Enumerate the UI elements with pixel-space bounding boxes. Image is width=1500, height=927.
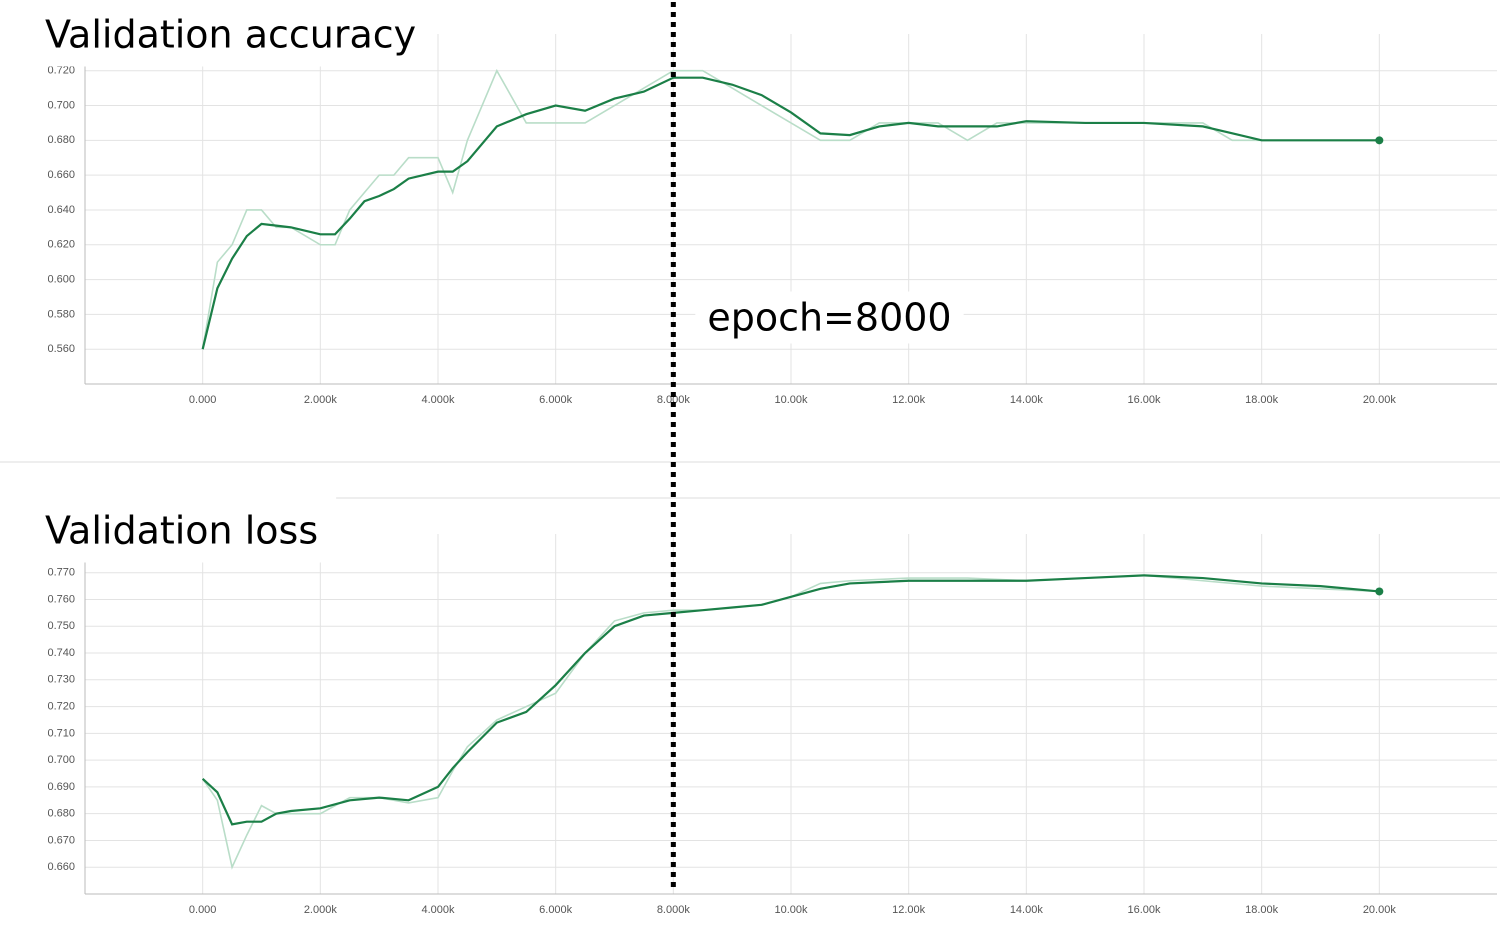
- x-tick-label: 14.00k: [1010, 904, 1044, 916]
- title-background: [0, 0, 435, 67]
- x-tick-label: 2.000k: [304, 394, 338, 406]
- x-tick-label: 18.00k: [1245, 904, 1279, 916]
- y-tick-label: 0.680: [47, 134, 75, 146]
- y-tick-label: 0.690: [47, 781, 75, 793]
- end-point: [1375, 587, 1384, 596]
- y-tick-label: 0.680: [47, 808, 75, 820]
- y-tick-label: 0.580: [47, 308, 75, 320]
- series-line: [201, 574, 1380, 826]
- y-tick-label: 0.710: [47, 727, 75, 739]
- annotation-background: [695, 291, 964, 344]
- chart-title: Validation accuracy: [45, 13, 416, 57]
- y-tick-label: 0.740: [47, 647, 75, 659]
- y-tick-label: 0.640: [47, 204, 75, 216]
- x-tick-label: 4.000k: [421, 904, 455, 916]
- x-tick-label: 12.00k: [892, 904, 926, 916]
- y-tick-label: 0.670: [47, 834, 75, 846]
- y-tick-label: 0.770: [47, 567, 75, 579]
- series-line: [201, 76, 1380, 350]
- x-tick-label: 16.00k: [1127, 394, 1161, 406]
- y-tick-label: 0.660: [47, 861, 75, 873]
- x-tick-label: 20.00k: [1363, 394, 1397, 406]
- y-tick-label: 0.660: [47, 169, 75, 181]
- y-tick-label: 0.720: [47, 700, 75, 712]
- x-tick-label: 4.000k: [421, 394, 455, 406]
- series-line: [201, 68, 1380, 350]
- x-tick-label: 8.000k: [657, 394, 691, 406]
- y-tick-label: 0.720: [47, 65, 75, 77]
- x-tick-label: 2.000k: [304, 904, 338, 916]
- y-tick-label: 0.560: [47, 343, 75, 355]
- x-tick-label: 14.00k: [1010, 394, 1044, 406]
- y-tick-label: 0.700: [47, 99, 75, 111]
- x-tick-label: 12.00k: [892, 394, 926, 406]
- title-background: [0, 496, 337, 563]
- x-tick-label: 10.00k: [774, 904, 808, 916]
- y-tick-label: 0.700: [47, 754, 75, 766]
- end-point: [1375, 136, 1384, 145]
- x-tick-label: 6.000k: [539, 904, 573, 916]
- y-tick-label: 0.620: [47, 239, 75, 251]
- y-tick-label: 0.760: [47, 593, 75, 605]
- annotation-text: epoch=8000: [707, 296, 951, 340]
- x-tick-label: 6.000k: [539, 394, 573, 406]
- x-tick-label: 18.00k: [1245, 394, 1279, 406]
- y-tick-label: 0.750: [47, 620, 75, 632]
- x-tick-label: 8.000k: [657, 904, 691, 916]
- x-tick-label: 0.000: [189, 904, 217, 916]
- x-tick-label: 16.00k: [1127, 904, 1161, 916]
- y-tick-label: 0.730: [47, 674, 75, 686]
- chart-title: Validation loss: [45, 509, 318, 553]
- x-tick-label: 10.00k: [774, 394, 808, 406]
- x-tick-label: 0.000: [189, 394, 217, 406]
- y-tick-label: 0.600: [47, 273, 75, 285]
- x-tick-label: 20.00k: [1363, 904, 1397, 916]
